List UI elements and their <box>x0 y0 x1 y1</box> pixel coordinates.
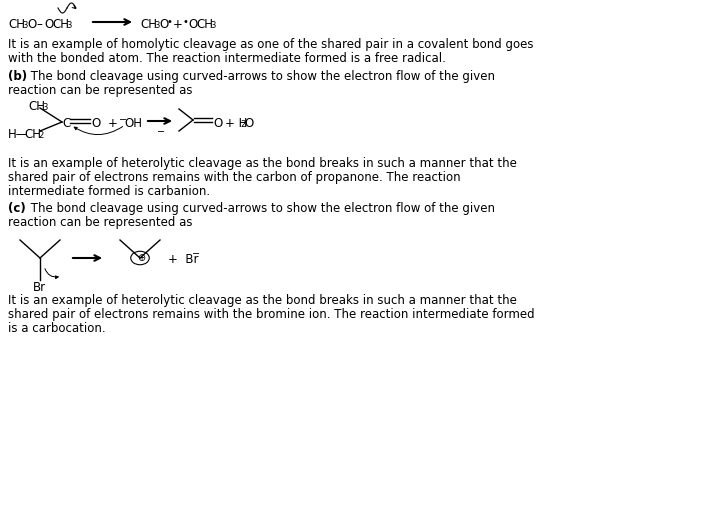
Text: •: • <box>183 17 189 27</box>
Text: O: O <box>27 18 36 31</box>
Text: −: − <box>157 127 165 137</box>
Text: 3: 3 <box>154 21 159 30</box>
Text: ⊕: ⊕ <box>137 253 145 263</box>
Text: 3: 3 <box>210 21 215 30</box>
Text: The bond cleavage using curved-arrows to show the electron flow of the given: The bond cleavage using curved-arrows to… <box>27 202 495 215</box>
Text: 3: 3 <box>66 21 71 30</box>
Text: (c): (c) <box>8 202 26 215</box>
Text: reaction can be represented as: reaction can be represented as <box>8 84 192 97</box>
Text: CH: CH <box>8 18 25 31</box>
Text: It is an example of homolytic cleavage as one of the shared pair in a covalent b: It is an example of homolytic cleavage a… <box>8 38 533 51</box>
Text: O: O <box>159 18 168 31</box>
Text: reaction can be represented as: reaction can be represented as <box>8 216 192 229</box>
Text: C: C <box>62 117 70 130</box>
Text: shared pair of electrons remains with the carbon of propanone. The reaction: shared pair of electrons remains with th… <box>8 171 461 184</box>
Text: Br: Br <box>33 281 46 294</box>
Text: −: − <box>119 115 127 125</box>
Text: 3: 3 <box>42 103 48 112</box>
Text: 3: 3 <box>22 21 27 30</box>
Text: –: – <box>36 18 42 31</box>
Text: O: O <box>213 117 222 130</box>
Text: CH: CH <box>196 18 213 31</box>
Text: The bond cleavage using curved-arrows to show the electron flow of the given: The bond cleavage using curved-arrows to… <box>27 70 495 83</box>
FancyArrowPatch shape <box>45 269 58 279</box>
Text: O: O <box>188 18 197 31</box>
Text: H—: H— <box>8 128 28 141</box>
Text: 2: 2 <box>240 120 245 129</box>
Text: CH: CH <box>28 100 45 113</box>
Text: (b): (b) <box>8 70 27 83</box>
Text: is a carbocation.: is a carbocation. <box>8 322 105 335</box>
Text: CH: CH <box>24 128 41 141</box>
Text: •: • <box>167 17 173 27</box>
Text: shared pair of electrons remains with the bromine ion. The reaction intermediate: shared pair of electrons remains with th… <box>8 308 535 321</box>
Text: O: O <box>91 117 100 130</box>
Text: OH: OH <box>124 117 142 130</box>
Text: O: O <box>44 18 53 31</box>
Text: O: O <box>244 117 253 130</box>
Text: +: + <box>173 18 183 31</box>
FancyArrowPatch shape <box>74 126 122 135</box>
Text: with the bonded atom. The reaction intermediate formed is a free radical.: with the bonded atom. The reaction inter… <box>8 52 446 65</box>
Text: +  Br: + Br <box>168 253 199 266</box>
Text: CH: CH <box>140 18 157 31</box>
Text: +: + <box>108 117 118 130</box>
Text: It is an example of heterolytic cleavage as the bond breaks in such a manner tha: It is an example of heterolytic cleavage… <box>8 157 517 170</box>
Text: + H: + H <box>225 117 247 130</box>
Text: It is an example of heterolytic cleavage as the bond breaks in such a manner tha: It is an example of heterolytic cleavage… <box>8 294 517 307</box>
Text: intermediate formed is carbanion.: intermediate formed is carbanion. <box>8 185 210 198</box>
Text: −: − <box>192 249 200 259</box>
Text: 2: 2 <box>38 131 43 140</box>
Text: CH: CH <box>52 18 69 31</box>
